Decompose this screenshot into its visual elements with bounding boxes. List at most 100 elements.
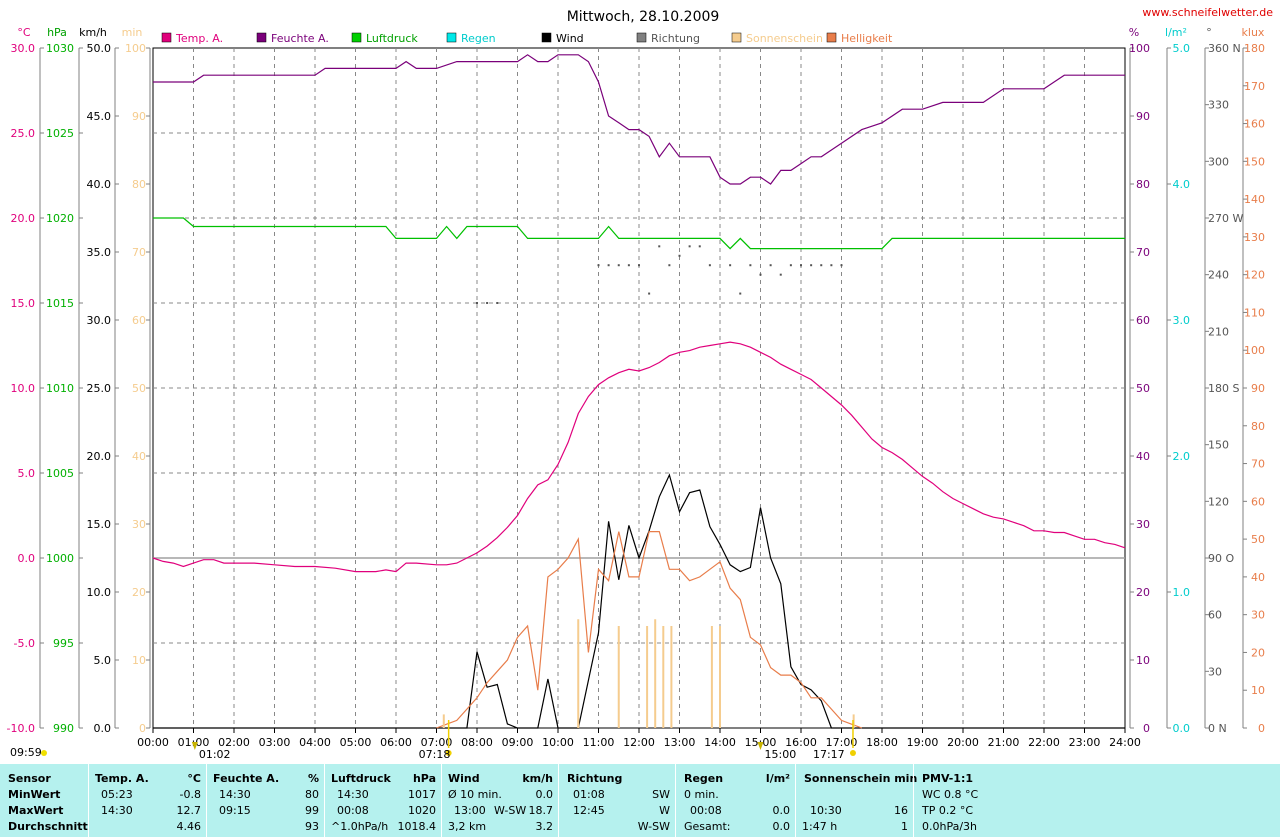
direction-dot <box>820 264 823 267</box>
pmv-pressure-trend: 0.0hPa/3h <box>922 820 978 833</box>
axis-tick-label: 180 <box>1244 42 1265 55</box>
axis-tick-label: 20 <box>1251 646 1265 659</box>
axis-tick-label: 50 <box>1136 382 1150 395</box>
legend-swatch <box>541 32 552 43</box>
axis-tick-label: 1030 <box>46 42 74 55</box>
dir-max: W <box>659 804 670 817</box>
legend-swatch <box>161 32 172 43</box>
axis-tick-label: 90 <box>1251 382 1265 395</box>
axis-headers: °C hPa km/h min% l/m² ° klux <box>17 26 1265 39</box>
axis-tick-label: 10.0 <box>87 586 112 599</box>
direction-dot <box>739 292 742 295</box>
dir-max-time: 12:45 <box>573 804 605 817</box>
x-tick-label: 08:00 <box>461 736 493 749</box>
axis-tick-label: 25.0 <box>11 127 36 140</box>
axis-tick-label: 140 <box>1244 193 1265 206</box>
legend-label: Temp. A. <box>175 32 223 45</box>
direction-dot <box>678 254 681 257</box>
dir-avg: W-SW <box>637 820 670 833</box>
sun-total: 1:47 h <box>802 820 838 833</box>
axis-tick-label: 25.0 <box>87 382 112 395</box>
axis-tick-label: 20 <box>132 586 146 599</box>
axis-tick-label: 90 <box>132 110 146 123</box>
sun-icon <box>41 750 47 756</box>
direction-dot <box>810 264 813 267</box>
stats-panel: Sensor MinWert MaxWert Durchschnitt Temp… <box>0 764 1280 837</box>
axes: 30.025.020.015.010.05.00.0-5.0-10.010301… <box>7 42 1265 749</box>
series-layer <box>152 54 1126 729</box>
axis-tick-label: 40 <box>1136 450 1150 463</box>
legend-swatch <box>826 32 837 43</box>
direction-dot <box>779 273 782 276</box>
axis-tick-label: 0.0 <box>18 552 36 565</box>
wind-avg-label: Ø 10 min. <box>448 788 502 801</box>
legend-label: Wind <box>556 32 584 45</box>
press-max: 1020 <box>408 804 436 817</box>
axis-tick-label: 5.0 <box>18 467 36 480</box>
rain-unit: l/m² <box>765 772 790 785</box>
press-min-time: 14:30 <box>337 788 369 801</box>
rain-max-time: 00:08 <box>690 804 722 817</box>
x-tick-label: 24:00 <box>1109 736 1141 749</box>
wind-max-time: 13:00 <box>454 804 486 817</box>
axis-tick-label: 30.0 <box>11 42 36 55</box>
rain-total-label: Gesamt: <box>684 820 731 833</box>
axis-tick-label: 150 <box>1208 439 1229 452</box>
legend-swatch <box>256 32 267 43</box>
x-tick-label: 06:00 <box>380 736 412 749</box>
direction-dot <box>759 273 762 276</box>
site-watermark: www.schneifelwetter.de <box>1142 6 1273 19</box>
dir-min: SW <box>652 788 670 801</box>
row-label-max: MaxWert <box>8 804 64 817</box>
axis-tick-label: 0 <box>1258 722 1265 735</box>
axis-tick-label: 50.0 <box>87 42 112 55</box>
sunrise-label: 07:18 <box>419 748 451 761</box>
row-label-sensor: Sensor <box>8 772 51 785</box>
temp-max: 12.7 <box>176 804 202 817</box>
wind-distance: 3,2 km <box>448 820 487 833</box>
legend-label: Richtung <box>651 32 700 45</box>
stats-humidity: Feuchte A. % 14:30 80 09:15 99 93 <box>206 764 325 837</box>
axis-tick-label: 40.0 <box>87 178 112 191</box>
axis-tick-label: 0 <box>1143 722 1150 735</box>
wind-unit: km/h <box>522 772 553 785</box>
x-tick-label: 19:00 <box>907 736 939 749</box>
dir-min-time: 01:08 <box>573 788 605 801</box>
axis-tick-label: 0 <box>139 722 146 735</box>
axis-unit-label: min <box>122 26 143 39</box>
axis-unit-label: klux <box>1242 26 1265 39</box>
x-tick-label: 13:00 <box>664 736 696 749</box>
legend: Temp. A. Feuchte A. Luftdruck Regen Wind Rich… <box>161 32 893 45</box>
sunset-label: 17:17 <box>813 748 845 761</box>
stats-pmv: PMV-1:1 WC 0.8 °C TP 0.2 °C 0.0hPa/3h <box>913 764 1280 837</box>
hum-max-time: 09:15 <box>219 804 251 817</box>
axis-tick-label: 1020 <box>46 212 74 225</box>
axis-tick-label: 80 <box>132 178 146 191</box>
x-tick-label: 17:00 <box>826 736 858 749</box>
axis-unit-label: °C <box>17 26 31 39</box>
direction-dot <box>830 264 833 267</box>
x-tick-label: 23:00 <box>1069 736 1101 749</box>
axis-tick-label: 20.0 <box>87 450 112 463</box>
axis-tick-label: 30 <box>1208 665 1222 678</box>
axis-tick-label: 70 <box>132 246 146 259</box>
direction-dot <box>648 292 651 295</box>
axis-tick-label: 20 <box>1136 586 1150 599</box>
hum-min: 80 <box>305 788 319 801</box>
x-tick-label: 09:00 <box>502 736 534 749</box>
wind-max-dir: W-SW <box>494 804 527 817</box>
axis-tick-label: 10.0 <box>11 382 36 395</box>
sun-max-time: 10:30 <box>810 804 842 817</box>
axis-tick-label: 5.0 <box>1173 42 1191 55</box>
wind-mean: 3.2 <box>535 820 554 833</box>
legend-label: Helligkeit <box>841 32 893 45</box>
hum-min-time: 14:30 <box>219 788 251 801</box>
axis-tick-label: -10.0 <box>7 722 35 735</box>
direction-dot <box>638 264 640 267</box>
axis-tick-label: 60 <box>1251 495 1265 508</box>
axis-tick-label: 45.0 <box>87 110 112 123</box>
direction-dot <box>607 264 610 267</box>
axis-tick-label: 60 <box>1136 314 1150 327</box>
direction-dot <box>476 302 478 304</box>
pmv-dewpoint: TP 0.2 °C <box>922 804 974 817</box>
